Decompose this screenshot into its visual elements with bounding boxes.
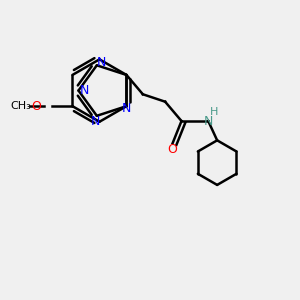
Text: N: N [203, 115, 213, 128]
Text: O: O [31, 100, 41, 113]
Text: N: N [91, 115, 101, 128]
Text: O: O [168, 143, 178, 156]
Text: N: N [122, 102, 131, 115]
Text: N: N [97, 56, 106, 69]
Text: H: H [209, 107, 218, 117]
Text: CH₃: CH₃ [10, 101, 31, 111]
Text: N: N [80, 84, 89, 97]
